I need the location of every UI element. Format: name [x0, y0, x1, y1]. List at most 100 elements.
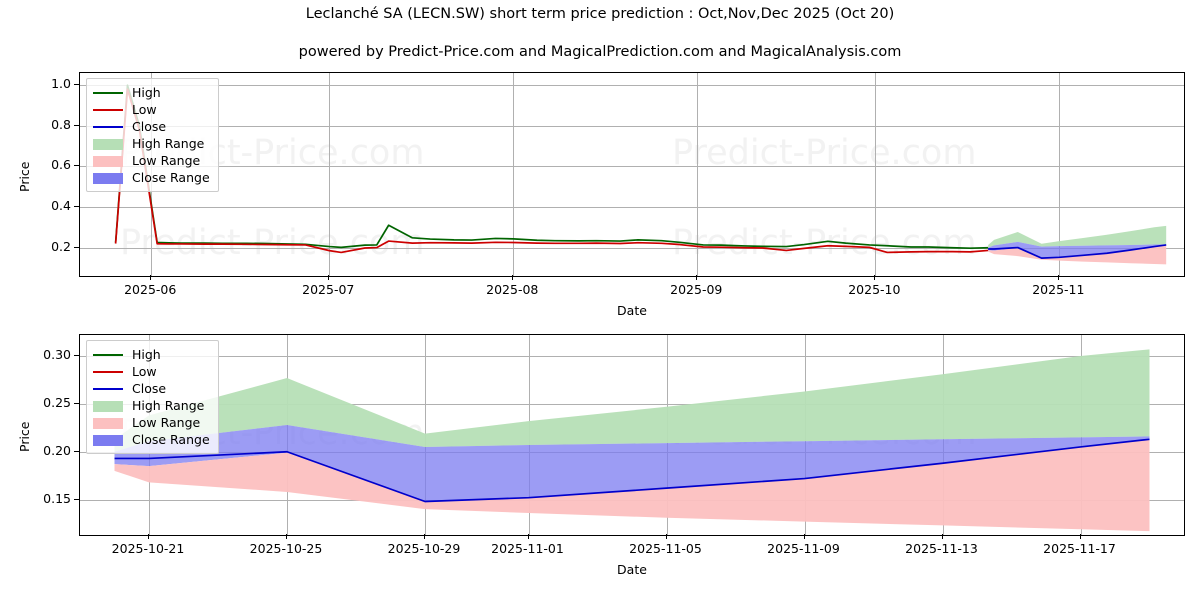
x-axis-tick-label: 2025-11-01 — [491, 541, 564, 556]
gridline-horizontal — [80, 125, 1184, 127]
x-axis-tick-mark — [150, 275, 152, 280]
x-axis-tick-label: 2025-08 — [486, 282, 539, 297]
x-axis-tick-mark — [424, 534, 425, 539]
gridline-horizontal — [80, 85, 1184, 87]
overview-x-axis-label: Date — [617, 303, 647, 318]
x-axis-tick-label: 2025-11-09 — [767, 541, 840, 556]
series-layer — [114, 349, 1150, 532]
y-axis-tick-label: 0.30 — [43, 347, 71, 363]
legend-swatch-icon — [93, 434, 123, 446]
overview-plot-area — [80, 73, 1184, 276]
gridline-horizontal — [80, 356, 1184, 358]
band-low-range — [114, 439, 1150, 532]
x-axis-tick-label: 2025-11-17 — [1043, 541, 1116, 556]
x-axis-tick-label: 2025-10-25 — [249, 541, 323, 556]
x-axis-tick-mark — [696, 275, 698, 280]
legend-item-label: High Range — [132, 136, 205, 151]
x-axis-tick-mark — [328, 275, 330, 280]
gridline-horizontal — [80, 247, 1184, 249]
x-axis-tick-mark — [941, 534, 943, 539]
x-axis-tick-label: 2025-09 — [670, 282, 723, 297]
x-axis-tick-mark — [286, 534, 287, 539]
gridline-horizontal — [80, 166, 1184, 168]
band-high-range — [114, 349, 1150, 452]
x-axis-tick-label: 2025-10 — [848, 282, 901, 297]
series-layer — [114, 84, 1167, 265]
x-axis-tick-mark — [512, 275, 514, 280]
legend-item-low: Low — [93, 363, 210, 380]
y-axis-tick-label: 0.4 — [51, 197, 71, 213]
y-axis-tick-mark — [74, 84, 79, 86]
legend-item-label: High — [132, 347, 161, 362]
x-axis-tick-label: 2025-07 — [302, 282, 355, 297]
legend-item-high: High — [93, 84, 210, 101]
legend-swatch-icon — [93, 155, 123, 167]
legend-item-close: Close — [93, 118, 210, 135]
legend-item-low-range: Low Range — [93, 152, 210, 169]
legend-swatch-icon — [93, 104, 123, 116]
y-axis-tick-mark — [74, 498, 79, 500]
gridline-vertical — [513, 73, 515, 276]
zoom-plot-area — [80, 335, 1184, 535]
legend-swatch-icon — [93, 366, 123, 378]
y-axis-tick-mark — [74, 355, 79, 357]
x-axis-tick-mark — [1058, 275, 1060, 280]
x-axis-tick-mark — [803, 534, 805, 539]
legend-item-close-range: Close Range — [93, 431, 210, 448]
legend-item-low-range: Low Range — [93, 414, 210, 431]
legend-item-label: Low — [132, 102, 157, 117]
legend-item-label: High Range — [132, 398, 205, 413]
legend-item-label: Close — [132, 381, 167, 396]
gridline-horizontal — [80, 403, 1184, 405]
legend-swatch-icon — [93, 349, 123, 361]
y-axis-tick-mark — [74, 205, 79, 207]
line-low — [114, 88, 989, 254]
y-axis-tick-label: 1.0 — [51, 76, 71, 92]
legend-swatch-icon — [93, 87, 123, 99]
y-axis-tick-label: 0.25 — [43, 394, 71, 410]
legend-swatch-icon — [93, 417, 123, 429]
gridline-vertical — [329, 73, 331, 276]
y-axis-tick-label: 0.20 — [43, 442, 71, 458]
x-axis-tick-label: 2025-06 — [124, 282, 177, 297]
y-axis-tick-mark — [74, 402, 79, 404]
gridline-vertical — [697, 73, 699, 276]
gridline-vertical — [875, 73, 877, 276]
legend-swatch-icon — [93, 400, 123, 412]
page-title: Leclanché SA (LECN.SW) short term price … — [305, 6, 895, 22]
legend-swatch-icon — [93, 383, 123, 395]
legend-item-label: Close Range — [132, 432, 210, 447]
x-axis-tick-label: 2025-11-13 — [905, 541, 978, 556]
overview-chart-panel: Predict-Price.com Predict-Price.com Predic… — [79, 72, 1185, 277]
overview-y-axis-label: Price — [17, 161, 32, 192]
y-axis-tick-mark — [74, 450, 79, 452]
y-axis-tick-mark — [74, 165, 79, 167]
legend-item-close: Close — [93, 380, 210, 397]
x-axis-tick-label: 2025-11 — [1032, 282, 1085, 297]
x-axis-tick-label: 2025-10-21 — [111, 541, 185, 556]
x-axis-tick-label: 2025-10-29 — [387, 541, 461, 556]
zoom-legend: High Low Close High Range Low Range Close Ran… — [86, 340, 219, 454]
zoom-y-axis-label: Price — [17, 421, 32, 453]
x-axis-tick-label: 2025-11-05 — [629, 541, 702, 556]
overview-legend: High Low Close High Range Low Range Close Ran… — [86, 78, 219, 192]
legend-swatch-icon — [93, 138, 123, 150]
y-axis-tick-label: 0.6 — [51, 157, 71, 173]
x-axis-tick-mark — [665, 534, 667, 539]
x-axis-tick-mark — [527, 534, 529, 539]
page-subtitle: powered by Predict-Price.com and Magical… — [298, 44, 902, 60]
y-axis-tick-mark — [74, 246, 79, 248]
legend-item-label: High — [132, 85, 161, 100]
legend-item-label: Close Range — [132, 170, 210, 185]
legend-item-label: Low Range — [132, 415, 201, 430]
y-axis-tick-label: 0.15 — [43, 490, 71, 506]
legend-item-label: Low Range — [132, 153, 201, 168]
x-axis-tick-mark — [148, 534, 149, 539]
y-axis-tick-label: 0.8 — [51, 116, 71, 132]
zoom-x-axis-label: Date — [617, 562, 647, 577]
gridline-horizontal — [80, 206, 1184, 208]
legend-swatch-icon — [93, 121, 123, 133]
y-axis-tick-mark — [74, 124, 79, 126]
